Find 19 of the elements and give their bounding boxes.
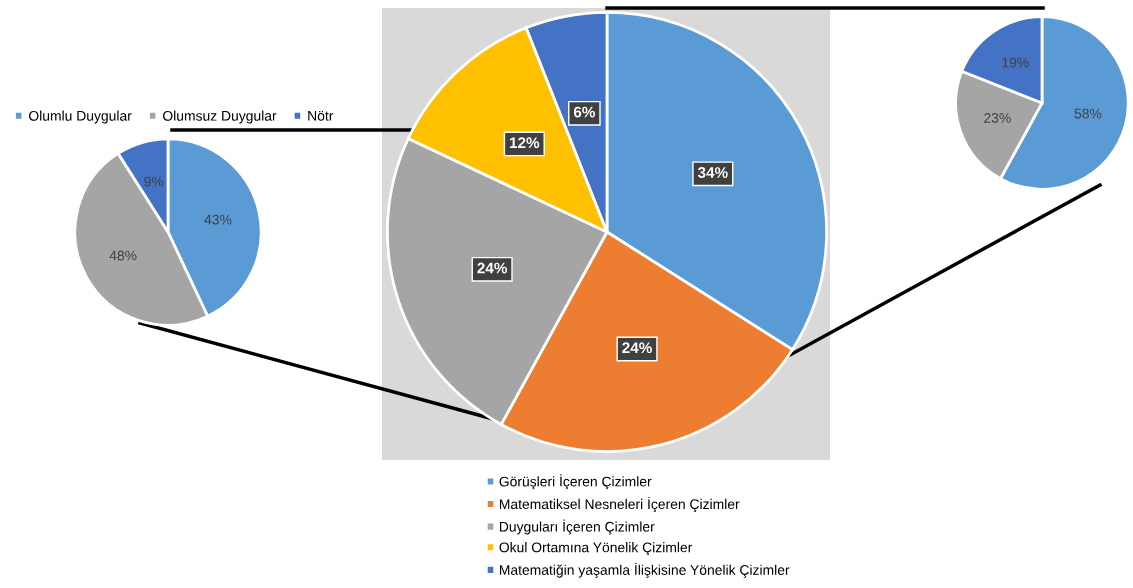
legend-label: Nötr <box>308 111 334 121</box>
data-label: 19% <box>1002 57 1029 68</box>
data-label: 23% <box>984 112 1011 123</box>
legend-label: Okul Ortamına Yönelik Çizimler <box>499 542 693 556</box>
data-label: 24% <box>477 262 508 274</box>
legend-label: Görüşleri İçeren Çizimler <box>499 474 652 490</box>
data-label: 24% <box>622 342 652 354</box>
legend-label: Olumlu Duygular <box>29 110 132 124</box>
data-label: 6% <box>573 106 596 118</box>
legend-label: Olumsuz Duygular <box>163 110 277 124</box>
legend-label: Matematiksel Nesneleri İçeren Çizimler <box>499 496 740 512</box>
legend-label: Matematiğin yaşamla İlişkisine Yönelik Çizimler <box>499 562 790 578</box>
data-label: 43% <box>204 214 232 225</box>
legend-label: Duyguları İçeren Çizimler <box>499 519 655 535</box>
data-label: 12% <box>509 137 540 149</box>
data-label: 58% <box>1074 108 1102 119</box>
data-label: 9% <box>144 176 164 187</box>
data-label: 48% <box>109 250 137 261</box>
data-label: 34% <box>697 167 728 178</box>
